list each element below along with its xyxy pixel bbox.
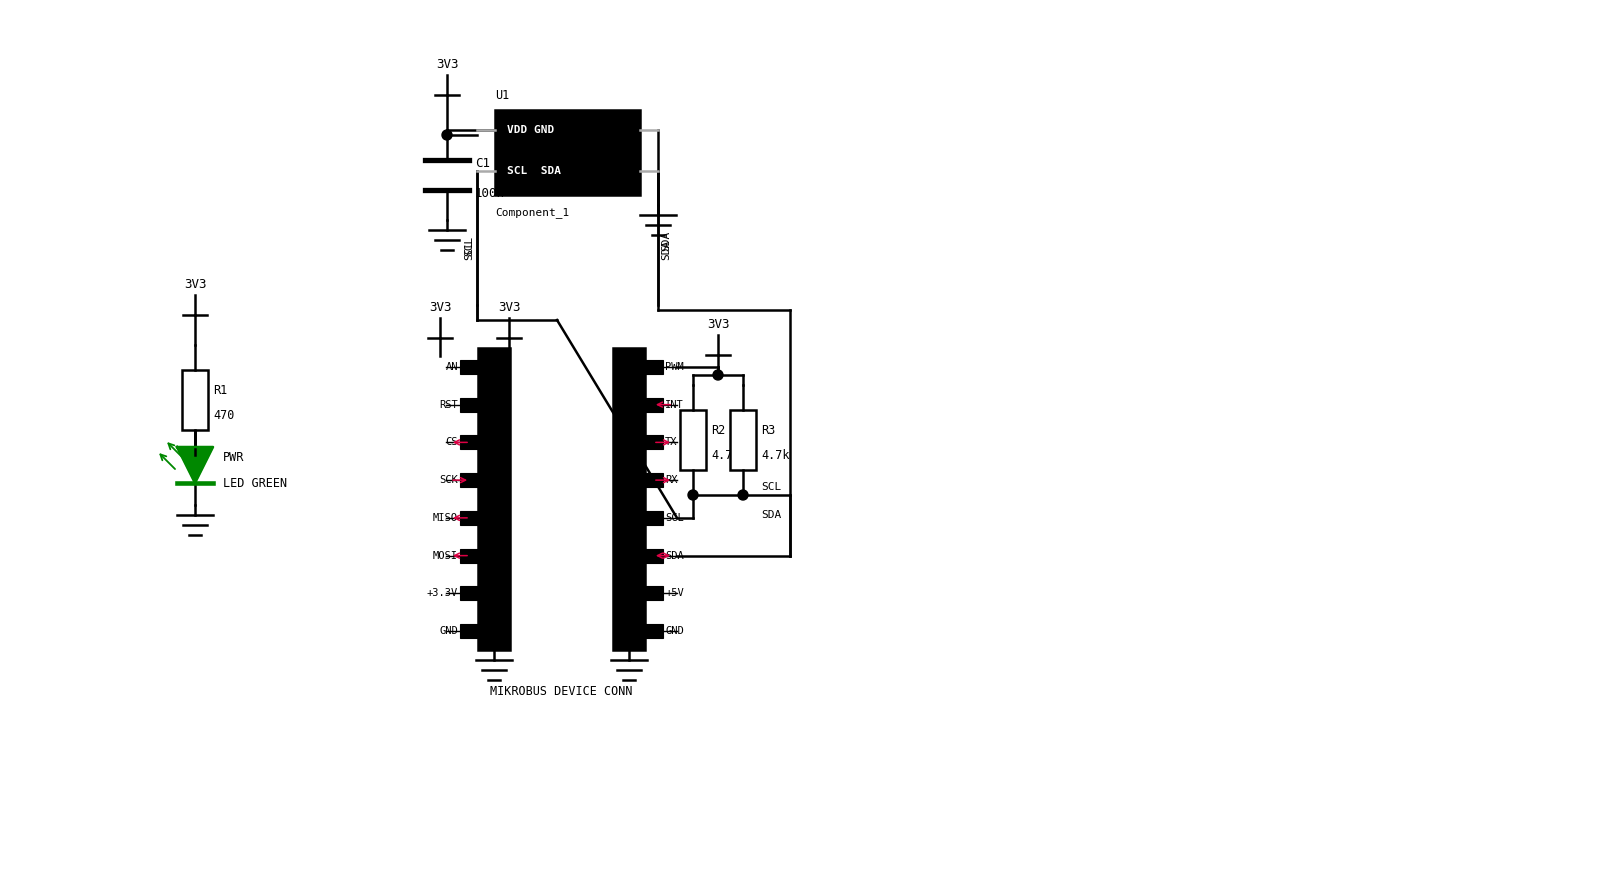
Text: SDA: SDA bbox=[660, 231, 672, 251]
Bar bbox=[731, 410, 756, 470]
Text: 3V3: 3V3 bbox=[429, 301, 451, 314]
Bar bbox=[182, 370, 208, 430]
Text: CS: CS bbox=[446, 437, 457, 448]
Text: 4.7k: 4.7k bbox=[761, 449, 790, 462]
Text: LED GREEN: LED GREEN bbox=[222, 476, 288, 490]
Bar bbox=[644, 511, 664, 525]
Text: SDA: SDA bbox=[665, 550, 684, 561]
Bar bbox=[644, 398, 664, 412]
Text: Component_1: Component_1 bbox=[496, 207, 569, 218]
Text: VDD GND: VDD GND bbox=[507, 125, 555, 135]
Text: MOSI: MOSI bbox=[433, 550, 457, 561]
Text: MISO: MISO bbox=[433, 513, 457, 523]
Bar bbox=[461, 511, 478, 525]
Circle shape bbox=[441, 130, 453, 140]
Text: 3V3: 3V3 bbox=[184, 278, 206, 291]
Text: GND: GND bbox=[665, 626, 684, 636]
Bar bbox=[644, 586, 664, 600]
Text: SCL: SCL bbox=[761, 482, 782, 492]
Text: +5V: +5V bbox=[665, 589, 684, 598]
Text: AN: AN bbox=[446, 361, 457, 372]
Text: TX: TX bbox=[665, 437, 678, 448]
Text: SCK: SCK bbox=[440, 475, 457, 485]
Bar bbox=[644, 473, 664, 487]
Bar bbox=[680, 410, 707, 470]
Text: SDA: SDA bbox=[660, 240, 672, 260]
Bar bbox=[644, 549, 664, 563]
Bar bbox=[461, 360, 478, 374]
Bar bbox=[461, 625, 478, 638]
Text: U1: U1 bbox=[496, 89, 508, 102]
Bar bbox=[612, 348, 644, 650]
Bar bbox=[461, 586, 478, 600]
Bar bbox=[461, 436, 478, 449]
Text: RX: RX bbox=[665, 475, 678, 485]
Bar bbox=[478, 348, 510, 650]
Circle shape bbox=[739, 490, 748, 500]
Circle shape bbox=[713, 370, 723, 380]
Text: SCL: SCL bbox=[464, 240, 473, 260]
Text: 100n: 100n bbox=[475, 186, 505, 199]
Text: 4.7k: 4.7k bbox=[712, 449, 739, 462]
Bar bbox=[644, 360, 664, 374]
Text: INT: INT bbox=[665, 400, 684, 409]
Bar bbox=[461, 473, 478, 487]
Text: SDA: SDA bbox=[761, 510, 782, 520]
Text: 3V3: 3V3 bbox=[497, 301, 520, 314]
Text: 3V3: 3V3 bbox=[707, 318, 729, 331]
Text: +3.3V: +3.3V bbox=[427, 589, 457, 598]
Bar bbox=[461, 549, 478, 563]
Text: SCL  SDA: SCL SDA bbox=[507, 166, 561, 176]
Circle shape bbox=[688, 490, 699, 500]
Text: R2: R2 bbox=[712, 423, 726, 436]
Text: RST: RST bbox=[440, 400, 457, 409]
Text: R3: R3 bbox=[761, 423, 776, 436]
Text: SCL: SCL bbox=[464, 235, 473, 256]
Text: MIKROBUS DEVICE CONN: MIKROBUS DEVICE CONN bbox=[491, 685, 633, 698]
Bar bbox=[644, 625, 664, 638]
Bar bbox=[461, 398, 478, 412]
Text: PWR: PWR bbox=[222, 450, 245, 463]
Text: C1: C1 bbox=[475, 157, 489, 170]
Bar bbox=[496, 110, 640, 195]
Text: GND: GND bbox=[440, 626, 457, 636]
Text: SCL: SCL bbox=[665, 513, 684, 523]
Text: R1: R1 bbox=[213, 383, 227, 396]
Text: 470: 470 bbox=[213, 408, 235, 422]
Polygon shape bbox=[177, 447, 213, 483]
Text: PWM: PWM bbox=[665, 361, 684, 372]
Text: 3V3: 3V3 bbox=[437, 58, 459, 71]
Bar bbox=[644, 436, 664, 449]
